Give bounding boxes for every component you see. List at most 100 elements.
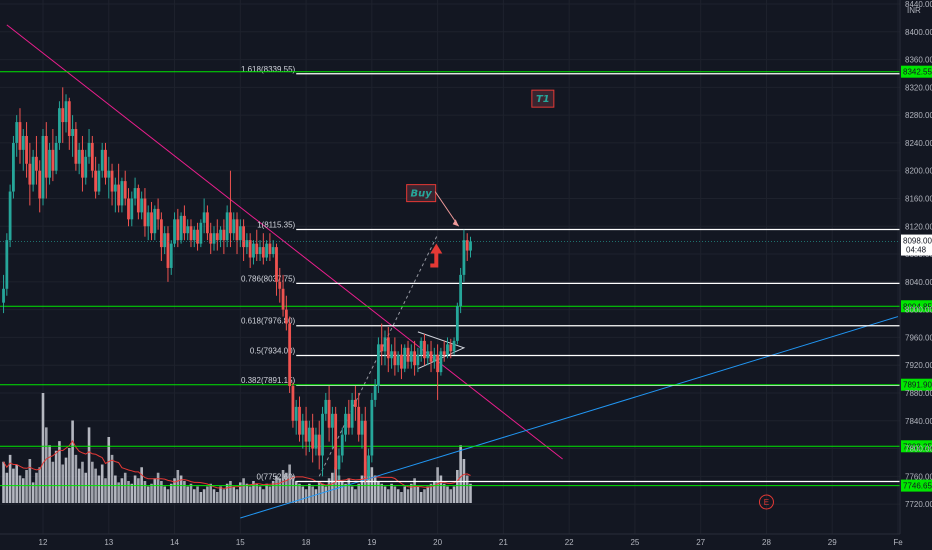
price-tick-label: 8320.00 <box>905 83 932 92</box>
earnings-circle[interactable] <box>758 494 774 510</box>
horizontal-levels[interactable]: 8342.55 8004.85 7891.90 7803.25 7746.65 <box>0 65 932 492</box>
candle-body <box>127 198 130 220</box>
candle-body <box>117 184 121 206</box>
price-axis[interactable]: 8440.00 8400.00 8360.00 8320.00 8280.00 8240.… <box>0 0 932 534</box>
volume-bar <box>123 472 127 503</box>
candle-body <box>383 337 387 352</box>
candle-body <box>136 188 140 213</box>
fib-level-label: 0.5(7934.00) <box>250 346 296 355</box>
volume-bar <box>100 464 104 503</box>
volume-bar <box>396 489 400 503</box>
volume-bar <box>219 486 222 503</box>
candle-body <box>179 215 183 241</box>
volume-bar <box>68 448 71 503</box>
candle-body <box>248 240 252 258</box>
candle-body <box>367 455 370 477</box>
volume-bar <box>301 486 305 503</box>
volume-bar <box>189 483 193 503</box>
candle-body <box>219 229 222 241</box>
volume-bar <box>156 472 160 503</box>
candle-body <box>215 233 219 241</box>
candlesticks <box>2 87 472 482</box>
volume-bar <box>403 486 407 503</box>
candle-body <box>252 243 255 258</box>
candle-body <box>12 142 15 192</box>
candle-body <box>245 240 249 248</box>
candle-body <box>307 427 311 442</box>
candle-body <box>396 354 400 366</box>
candle-body <box>166 233 170 268</box>
candle-body <box>58 108 61 143</box>
price-tick-label: 8200.00 <box>905 167 932 176</box>
volume-bar <box>265 483 268 503</box>
time-tick-label: 29 <box>828 538 837 547</box>
candle-body <box>150 212 153 234</box>
candle-body <box>173 219 176 244</box>
candle-body <box>183 215 186 234</box>
volume-bar <box>127 481 130 503</box>
descending-trendline[interactable] <box>6 24 563 460</box>
price-tick-label: 8000.00 <box>905 306 932 315</box>
fibonacci-levels[interactable]: 1.618(8339.55) 1(8115.35) 0.786(8037.75) 0.… <box>241 65 900 483</box>
price-tick-label: 7920.00 <box>905 361 932 370</box>
volume-bar <box>245 483 249 503</box>
candle-body <box>94 170 98 192</box>
candle-body <box>354 399 357 407</box>
candle-body <box>31 156 35 185</box>
volume-bar <box>222 489 226 503</box>
candle-body <box>104 149 107 178</box>
candle-body <box>419 340 423 355</box>
volume-bar <box>350 486 354 503</box>
candle-body <box>278 281 282 289</box>
volume-ma-line <box>3 440 471 489</box>
volume-bar <box>229 481 232 503</box>
candle-body <box>363 420 367 477</box>
candle-body <box>64 101 68 123</box>
candle-body <box>156 208 160 220</box>
volume-bar <box>114 475 117 503</box>
price-tag <box>901 378 932 391</box>
current-price-label: 8098.00 <box>903 237 932 246</box>
candle-body <box>44 135 48 178</box>
volume-bar <box>268 486 272 503</box>
price-tick-label: 8240.00 <box>905 139 932 148</box>
volume-bar <box>21 478 25 503</box>
volume-bar <box>278 478 282 503</box>
candle-body <box>81 149 84 178</box>
price-tick-label: 7800.00 <box>905 445 932 454</box>
candle-body <box>465 240 469 251</box>
t1-label-box[interactable] <box>531 89 555 108</box>
volume-bar <box>452 486 456 503</box>
annotations[interactable]: Buy T1 E <box>406 89 774 510</box>
candle-body <box>8 191 12 241</box>
volume-bar <box>442 483 446 503</box>
candle-body <box>409 351 413 362</box>
time-axis[interactable]: 12 13 14 15 18 19 20 21 22 25 27 28 29 Fe <box>0 533 903 547</box>
volume-bar <box>199 492 203 503</box>
volume-bar <box>97 475 101 503</box>
candle-body <box>386 337 390 359</box>
time-tick-label: Fe <box>893 538 903 547</box>
candle-body <box>370 399 374 456</box>
volume-bar <box>288 464 291 503</box>
volume-bar <box>426 486 430 503</box>
price-tag-label: 8004.85 <box>903 302 932 311</box>
candle-body <box>304 420 308 442</box>
candle-body <box>107 170 111 178</box>
candle-body <box>314 434 318 449</box>
price-tick-label: 8360.00 <box>905 56 932 65</box>
volume-bar <box>186 486 189 503</box>
volume-bar <box>212 489 216 503</box>
candle-body <box>426 351 430 359</box>
candle-body <box>330 413 334 428</box>
candle-body <box>439 351 443 373</box>
ascending-trendline[interactable] <box>240 316 899 519</box>
volume-bar <box>153 478 157 503</box>
volume-bar <box>367 470 370 503</box>
volume-bar <box>117 482 120 503</box>
candle-body <box>87 142 91 157</box>
volume-bar <box>298 483 301 503</box>
volume-bar <box>54 450 58 503</box>
candle-body <box>360 420 364 435</box>
